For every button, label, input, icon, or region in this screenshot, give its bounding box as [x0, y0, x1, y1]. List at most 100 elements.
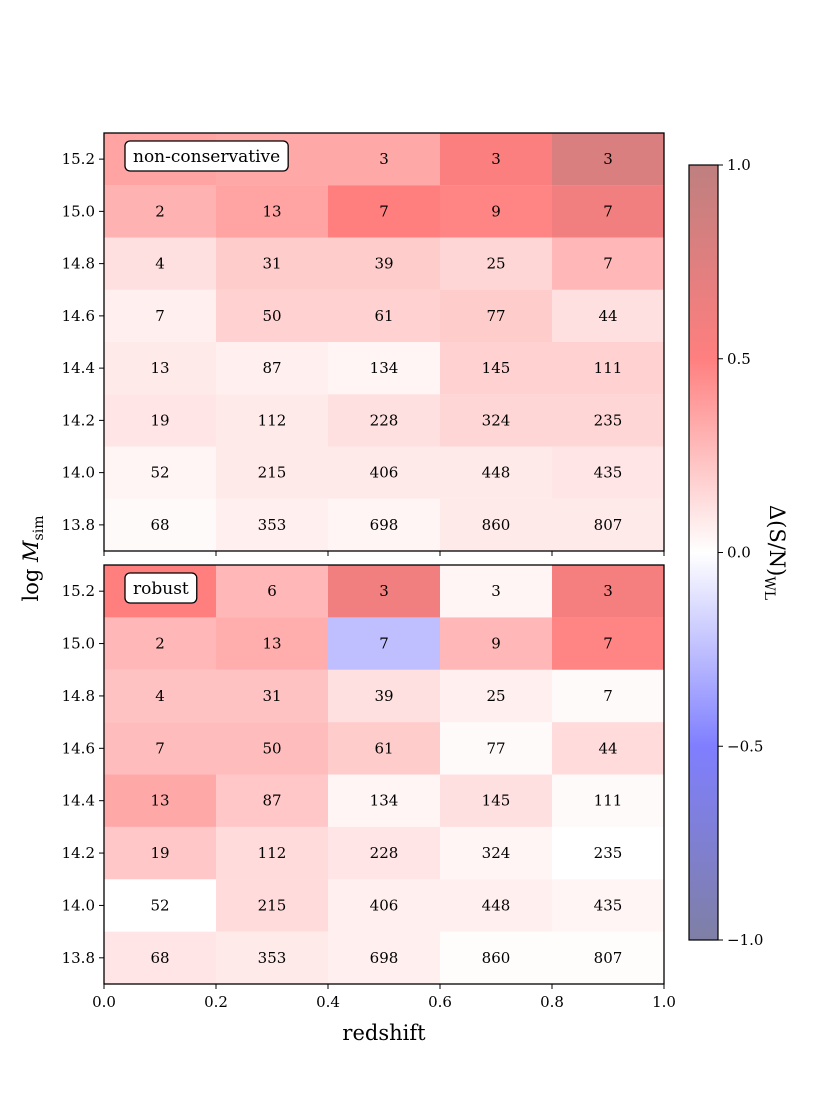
- cell-count-label: 7: [155, 739, 165, 757]
- cell-count-label: 6: [267, 582, 277, 600]
- cell-count-label: 235: [594, 411, 623, 429]
- heatmap-cell: [440, 565, 552, 618]
- colorbar-tick-label: 0.0: [727, 544, 751, 562]
- cell-count-label: 1: [379, 0, 389, 4]
- cell-count-label: 2: [267, 0, 277, 4]
- heatmap-cell: [104, 879, 216, 932]
- heatmap-cell: [104, 342, 216, 395]
- heatmap-cell: [552, 565, 664, 618]
- cell-count-label: 1: [379, 0, 389, 4]
- heatmap-cell: [216, 722, 328, 775]
- panel-title: robust: [133, 579, 189, 599]
- cell-count-label: 68: [150, 516, 169, 534]
- cell-count-label: 406: [370, 464, 399, 482]
- x-tick-label: 0.8: [540, 993, 564, 1011]
- y-tick-label: 14.4: [62, 792, 95, 810]
- heatmap-cell: [104, 617, 216, 670]
- y-tick-label: 14.8: [62, 687, 95, 705]
- cell-count-label: 7: [155, 307, 165, 325]
- cell-count-label: 215: [258, 464, 287, 482]
- cell-count-label: 448: [482, 464, 511, 482]
- heatmap-cell: [440, 289, 552, 342]
- heatmap-cell: [328, 133, 440, 186]
- cell-count-label: 353: [258, 516, 287, 534]
- panel-title-box: [124, 572, 198, 604]
- heatmap-cell: [216, 669, 328, 723]
- cell-count-label: 87: [262, 792, 281, 810]
- cell-count-label: 39: [374, 255, 393, 273]
- cell-count-label: 1: [603, 0, 613, 4]
- cell-count-label: 13: [150, 359, 169, 377]
- cell-count-label: 1: [379, 0, 389, 4]
- heatmap-cell: [552, 722, 664, 775]
- heatmap-cell: [216, 826, 328, 880]
- x-axis-title: redshift: [342, 1021, 426, 1045]
- cell-count-label: 807: [594, 949, 623, 967]
- cell-count-label: 324: [482, 844, 511, 862]
- cell-count-label: 1: [379, 0, 389, 4]
- heatmap-cell: [552, 498, 664, 551]
- heatmap-cell: [216, 289, 328, 342]
- y-tick-label: 14.0: [62, 896, 95, 914]
- heatmap-cell: [328, 394, 440, 447]
- cell-count-label: 228: [370, 411, 399, 429]
- cell-count-label: 7: [603, 202, 613, 220]
- cell-count-label: 134: [370, 792, 399, 810]
- cell-count-label: 7: [603, 255, 613, 273]
- heatmap-cell: [440, 133, 552, 186]
- cell-count-label: 7: [603, 687, 613, 705]
- cell-count-label: 860: [482, 949, 511, 967]
- heatmap-cell: [552, 879, 664, 932]
- heatmap-cell: [104, 289, 216, 342]
- x-axis: 0.0 0.2 0.4 0.6 0.8 1.0 redshift: [92, 993, 676, 1045]
- cell-count-label: 61: [374, 307, 393, 325]
- heatmap-cell: [552, 133, 664, 186]
- heatmap-cell: [440, 669, 552, 723]
- cell-count-label: 19: [150, 411, 169, 429]
- heatmap-cell: [440, 774, 552, 827]
- heatmap-cell: [440, 931, 552, 984]
- cell-count-label: 435: [594, 464, 623, 482]
- heatmap-cell: [216, 237, 328, 290]
- colorbar-tick-label: 0.5: [727, 350, 751, 368]
- heatmap-cell: [216, 185, 328, 238]
- cell-count-label: 3: [491, 150, 501, 168]
- cell-count-label: 698: [370, 949, 399, 967]
- heatmap-cell: [104, 826, 216, 880]
- cell-count-label: 52: [150, 896, 169, 914]
- cell-count-label: 111: [594, 359, 623, 377]
- heatmap-cell: [440, 446, 552, 499]
- heatmap-cell: [552, 185, 664, 238]
- cell-count-label: 3: [603, 150, 613, 168]
- cell-count-label: 7: [379, 635, 389, 653]
- heatmap-cell: [216, 879, 328, 932]
- x-tick-label: 0.2: [204, 993, 228, 1011]
- cell-count-label: 50: [262, 307, 281, 325]
- heatmap-cell: [440, 394, 552, 447]
- cell-count-label: 52: [150, 464, 169, 482]
- heatmap-cell: [104, 722, 216, 775]
- heatmap-cell: [552, 931, 664, 984]
- cell-count-label: 215: [258, 896, 287, 914]
- heatmap-cell: [216, 774, 328, 827]
- cell-count-label: 860: [482, 516, 511, 534]
- cell-count-label: 9: [491, 202, 501, 220]
- heatmap-cell: [104, 498, 216, 551]
- heatmap-cell: [552, 394, 664, 447]
- heatmap-cell: [216, 446, 328, 499]
- y-axis-label: log Msim: [19, 516, 47, 602]
- cell-count-label: 698: [370, 516, 399, 534]
- heatmap-cell: [552, 617, 664, 670]
- cell-count-label: 807: [594, 516, 623, 534]
- y-tick-label: 14.2: [62, 411, 95, 429]
- y-tick-label: 14.6: [62, 739, 95, 757]
- x-tick-label: 1.0: [652, 993, 676, 1011]
- heatmap-cell: [552, 774, 664, 827]
- heatmap-cell: [216, 342, 328, 395]
- heatmap-cell: [104, 446, 216, 499]
- cell-count-label: 44: [598, 739, 617, 757]
- heatmap-cell: [552, 446, 664, 499]
- x-tick-label: 0.4: [316, 993, 340, 1011]
- cell-count-label: 61: [374, 739, 393, 757]
